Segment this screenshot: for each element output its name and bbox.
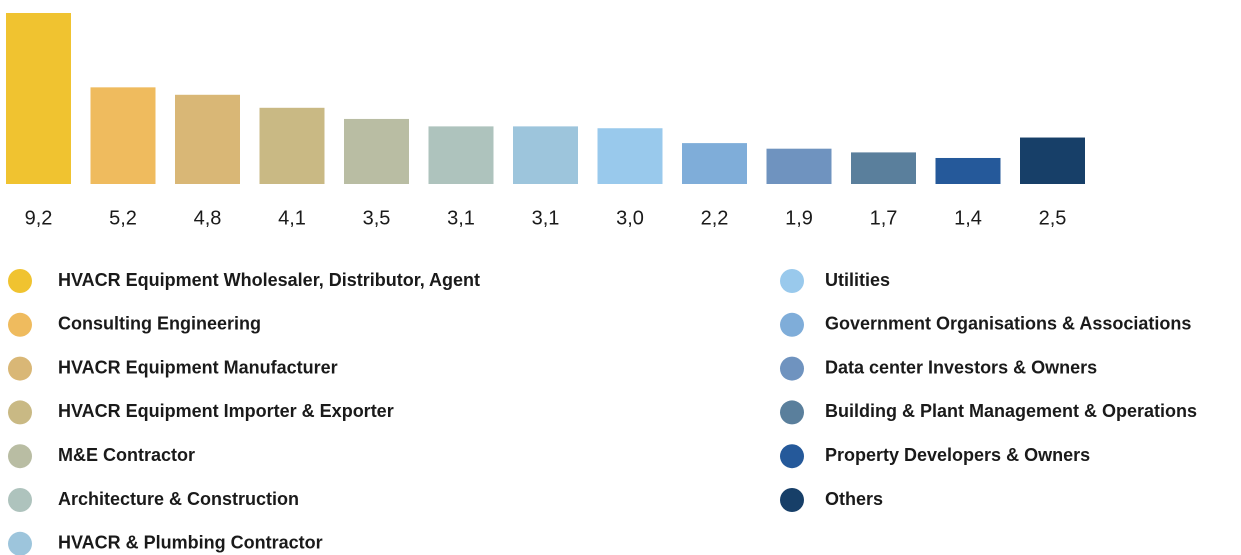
- legend-label: Data center Investors & Owners: [825, 357, 1097, 377]
- value-label: 4,1: [278, 207, 306, 229]
- legend-swatch: [8, 488, 32, 512]
- value-label: 1,9: [785, 207, 813, 229]
- value-label: 3,1: [447, 207, 475, 229]
- legend-label: Architecture & Construction: [58, 489, 299, 509]
- legend-label: HVACR Equipment Wholesaler, Distributor,…: [58, 270, 480, 290]
- legend-swatch: [780, 444, 804, 469]
- legend-swatch: [8, 531, 32, 555]
- legend-swatch: [780, 400, 804, 425]
- legend-swatch: [780, 269, 804, 293]
- bar: [344, 118, 409, 184]
- bar: [428, 126, 494, 184]
- legend-label: Property Developers & Owners: [825, 445, 1090, 465]
- legend-label: Utilities: [825, 270, 890, 290]
- bar: [513, 126, 578, 184]
- bar: [851, 152, 916, 184]
- value-label: 2,5: [1039, 207, 1067, 229]
- value-label: 5,2: [109, 207, 137, 229]
- bar: [1020, 137, 1085, 184]
- bar: [682, 143, 747, 184]
- legend-swatch: [8, 312, 32, 337]
- value-label: 3,0: [616, 207, 644, 229]
- legend-label: HVACR & Plumbing Contractor: [58, 533, 323, 553]
- value-label: 3,1: [532, 207, 560, 229]
- value-label: 9,2: [25, 207, 53, 229]
- legend-swatch: [780, 488, 804, 512]
- value-label: 1,4: [954, 207, 982, 229]
- legend-swatch: [8, 356, 32, 381]
- bar: [6, 13, 71, 184]
- bar: [175, 94, 240, 184]
- legend-label: Consulting Engineering: [58, 314, 261, 334]
- value-label: 4,8: [194, 207, 222, 229]
- legend-label: HVACR Equipment Importer & Exporter: [58, 401, 394, 421]
- legend-swatch: [780, 312, 804, 337]
- legend-swatch: [8, 444, 32, 469]
- legend-swatch: [780, 356, 804, 381]
- value-label: 3,5: [363, 207, 391, 229]
- bar: [935, 157, 1001, 184]
- legend-swatch: [8, 269, 32, 293]
- legend-label: Government Organisations & Associations: [825, 314, 1191, 334]
- value-label: 1,7: [870, 207, 898, 229]
- value-label: 2,2: [701, 207, 729, 229]
- legend-label: Building & Plant Management & Operations: [825, 401, 1197, 421]
- legend-label: Others: [825, 489, 883, 509]
- legend-label: HVACR Equipment Manufacturer: [58, 357, 338, 377]
- bar: [90, 87, 156, 184]
- bar: [766, 148, 832, 184]
- legend-swatch: [8, 400, 32, 425]
- bar: [597, 128, 663, 184]
- legend-label: M&E Contractor: [58, 445, 195, 465]
- bar: [259, 107, 325, 184]
